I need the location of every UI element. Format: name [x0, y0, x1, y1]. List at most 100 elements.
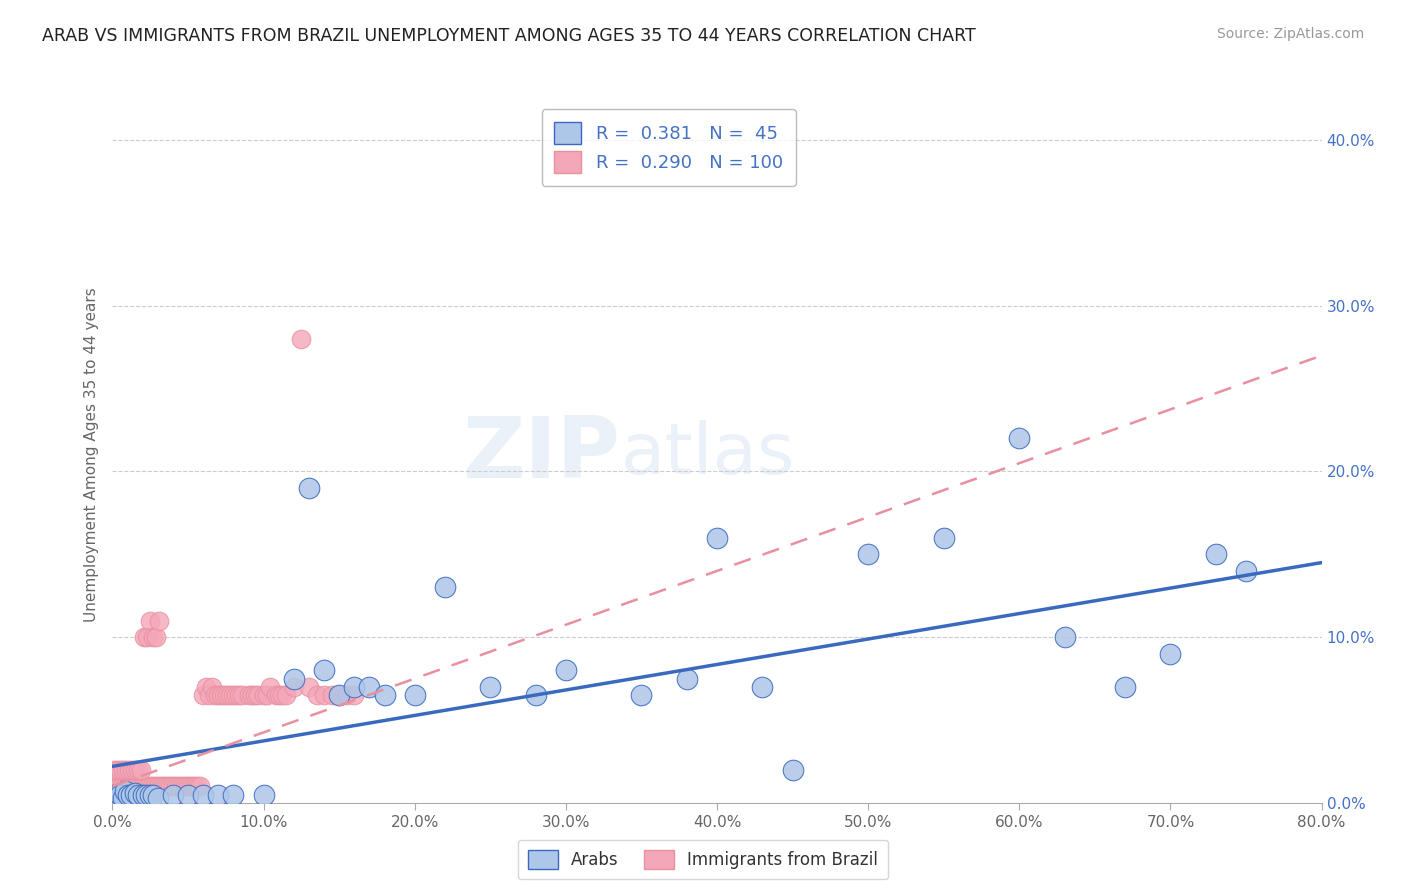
- Point: [132, 788, 155, 802]
- Text: Source: ZipAtlas.com: Source: ZipAtlas.com: [1216, 27, 1364, 41]
- Point: [103, 763, 125, 777]
- Point: [253, 688, 276, 702]
- Point: [217, 688, 239, 702]
- Point: [270, 688, 292, 702]
- Point: [136, 630, 159, 644]
- Y-axis label: Unemployment Among Ages 35 to 44 years: Unemployment Among Ages 35 to 44 years: [83, 287, 98, 623]
- Point: [177, 779, 200, 793]
- Point: [305, 688, 328, 702]
- Point: [374, 688, 396, 702]
- Point: [115, 790, 138, 805]
- Point: [170, 779, 193, 793]
- Point: [104, 789, 127, 804]
- Point: [195, 680, 218, 694]
- Point: [228, 688, 250, 702]
- Point: [256, 688, 278, 702]
- Point: [138, 779, 160, 793]
- Point: [630, 688, 652, 702]
- Point: [222, 788, 245, 802]
- Point: [675, 672, 697, 686]
- Point: [117, 788, 139, 802]
- Point: [118, 763, 141, 777]
- Point: [159, 779, 181, 793]
- Point: [246, 688, 269, 702]
- Point: [174, 779, 197, 793]
- Point: [359, 680, 381, 694]
- Point: [114, 779, 136, 793]
- Point: [132, 779, 155, 793]
- Point: [188, 779, 211, 793]
- Point: [198, 688, 221, 702]
- Point: [135, 779, 157, 793]
- Point: [108, 790, 131, 805]
- Point: [932, 531, 955, 545]
- Point: [264, 688, 287, 702]
- Text: ARAB VS IMMIGRANTS FROM BRAZIL UNEMPLOYMENT AMONG AGES 35 TO 44 YEARS CORRELATIO: ARAB VS IMMIGRANTS FROM BRAZIL UNEMPLOYM…: [42, 27, 976, 45]
- Point: [128, 779, 150, 793]
- Point: [162, 779, 184, 793]
- Point: [117, 789, 139, 804]
- Point: [127, 763, 149, 777]
- Point: [139, 788, 162, 802]
- Point: [120, 779, 142, 793]
- Point: [283, 672, 305, 686]
- Point: [191, 688, 214, 702]
- Point: [1008, 431, 1031, 445]
- Point: [240, 688, 263, 702]
- Point: [120, 790, 142, 805]
- Point: [101, 788, 124, 802]
- Point: [298, 481, 321, 495]
- Point: [107, 779, 129, 793]
- Point: [207, 688, 229, 702]
- Point: [141, 779, 163, 793]
- Point: [276, 688, 298, 702]
- Point: [112, 790, 135, 805]
- Point: [314, 663, 336, 677]
- Point: [243, 688, 266, 702]
- Point: [328, 688, 350, 702]
- Point: [1205, 547, 1227, 561]
- Point: [433, 581, 456, 595]
- Point: [129, 763, 152, 777]
- Point: [782, 763, 804, 777]
- Point: [180, 779, 202, 793]
- Point: [125, 779, 148, 793]
- Point: [259, 680, 281, 694]
- Point: [105, 790, 128, 805]
- Point: [162, 788, 184, 802]
- Point: [283, 680, 305, 694]
- Point: [328, 688, 350, 702]
- Point: [142, 788, 165, 802]
- Point: [222, 688, 245, 702]
- Point: [156, 779, 179, 793]
- Point: [118, 789, 141, 804]
- Point: [321, 688, 343, 702]
- Point: [114, 789, 136, 804]
- Point: [219, 688, 242, 702]
- Point: [124, 763, 146, 777]
- Point: [177, 788, 200, 802]
- Point: [121, 788, 143, 802]
- Point: [1234, 564, 1257, 578]
- Point: [134, 630, 156, 644]
- Point: [127, 788, 149, 802]
- Point: [231, 688, 253, 702]
- Text: atlas: atlas: [620, 420, 794, 490]
- Point: [124, 786, 146, 800]
- Point: [146, 790, 169, 805]
- Point: [108, 788, 131, 802]
- Point: [225, 688, 247, 702]
- Legend: R =  0.381   N =  45, R =  0.290   N = 100: R = 0.381 N = 45, R = 0.290 N = 100: [541, 109, 796, 186]
- Point: [343, 688, 366, 702]
- Point: [191, 788, 214, 802]
- Point: [135, 788, 157, 802]
- Point: [110, 789, 132, 804]
- Point: [120, 788, 142, 802]
- Point: [101, 790, 124, 805]
- Point: [145, 630, 167, 644]
- Point: [1114, 680, 1136, 694]
- Point: [524, 688, 547, 702]
- Point: [142, 630, 165, 644]
- Legend: Arabs, Immigrants from Brazil: Arabs, Immigrants from Brazil: [517, 840, 889, 880]
- Point: [290, 332, 312, 346]
